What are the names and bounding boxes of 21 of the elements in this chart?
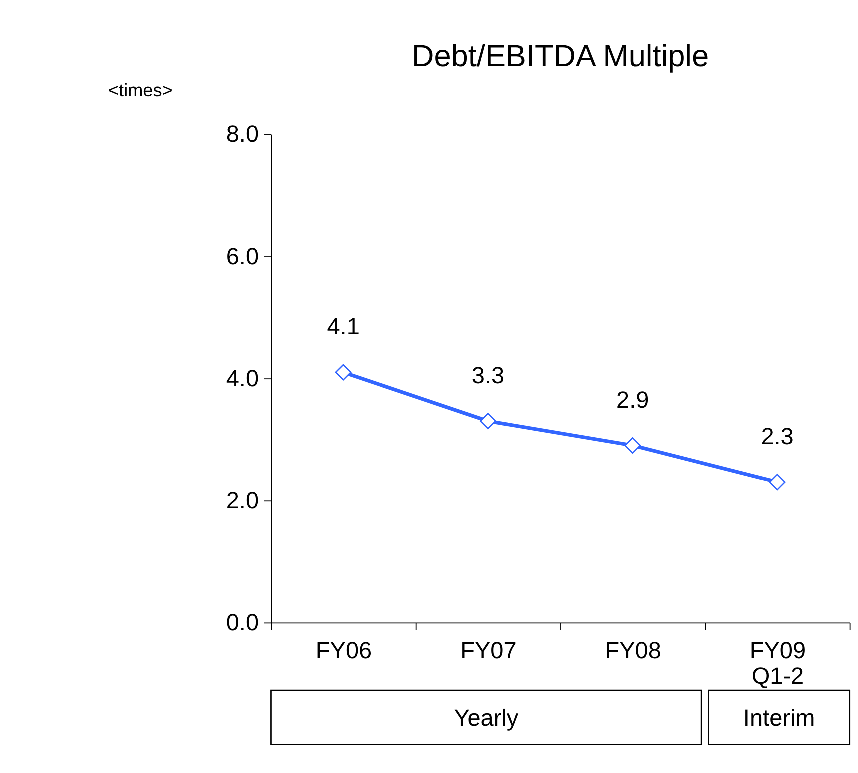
text: Interim [743,704,816,731]
point [335,364,352,381]
text: Yearly [454,704,519,731]
y-tick-label: 6.0 [226,243,260,270]
y-tick-label: 4.0 [226,365,260,392]
point [624,438,642,454]
data-label: 4.1 [327,314,360,340]
x-tick-label: FY06 [316,637,372,664]
data-label: 2.9 [616,386,650,413]
x-tick-label: FY09 Q1-2 [750,637,806,689]
y-tick-label: 8.0 [226,121,260,148]
data-label: 3.3 [472,362,505,388]
y-axis-title: <times> [108,80,173,101]
chart-title: Debt/EBITDA Multiple [412,38,710,74]
y-tick-label: 0.0 [226,609,260,636]
x-tick-label: FY07 [460,637,517,664]
x-tick-label: FY08 [605,637,662,664]
point [769,474,786,491]
y-tick-label: 2.0 [226,487,260,514]
point [480,413,496,430]
data-label: 2.3 [761,423,794,450]
